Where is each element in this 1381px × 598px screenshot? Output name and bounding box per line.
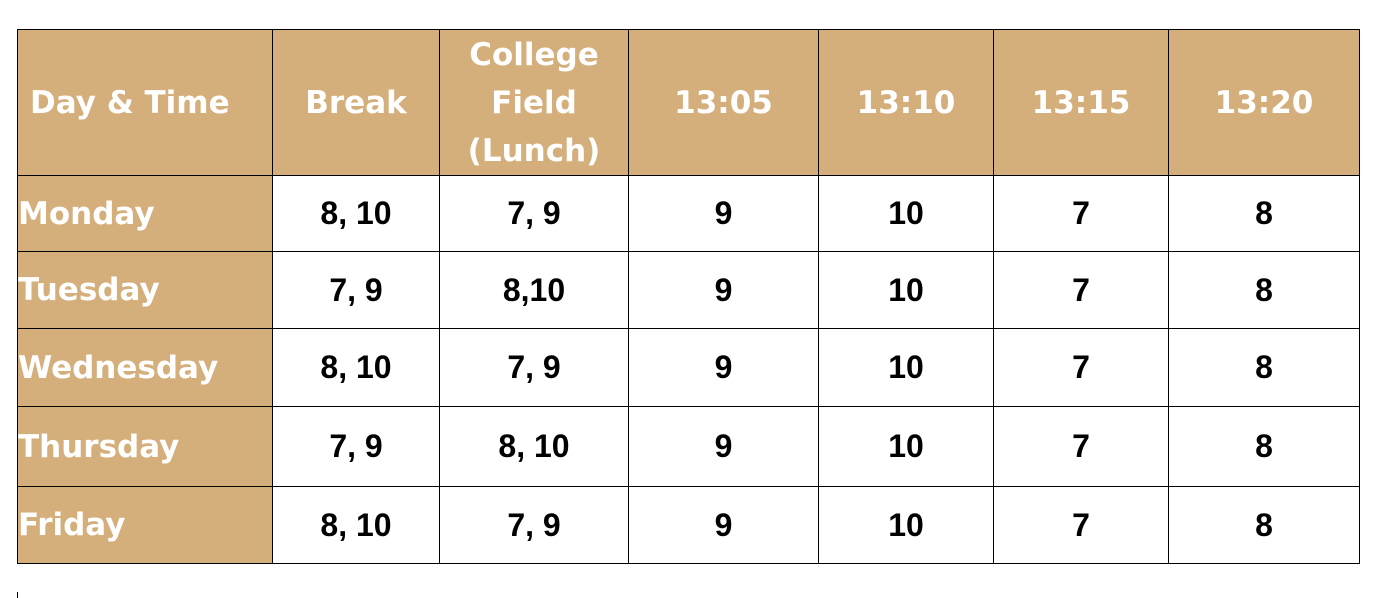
header-1310-label: 13:10 [856, 84, 956, 121]
table-cell: 7 [993, 251, 1169, 329]
table-row-tuesday: Tuesday 7, 9 8,10 9 10 7 8 [17, 251, 1360, 329]
table-cell: 7, 9 [272, 406, 440, 487]
table-cell: 10 [818, 486, 994, 564]
header-college-field-line1: College [469, 36, 599, 73]
table-cell: 10 [818, 251, 994, 329]
header-1315: 13:15 [993, 29, 1169, 176]
table-cell: 8,10 [439, 251, 629, 329]
header-1315-label: 13:15 [1031, 84, 1131, 121]
header-day-time: Day & Time [17, 29, 273, 176]
table-cell: 7 [993, 406, 1169, 487]
table-row-thursday: Thursday 7, 9 8, 10 9 10 7 8 [17, 406, 1360, 487]
header-1310: 13:10 [818, 29, 994, 176]
table-cell: 9 [628, 251, 819, 329]
table-row-wednesday: Wednesday 8, 10 7, 9 9 10 7 8 [17, 328, 1360, 407]
header-row: Day & Time Break College Field (Lunch) 1… [17, 29, 1360, 176]
table-cell: 8, 10 [272, 175, 440, 252]
header-college-field-line2: Field [491, 84, 577, 121]
table-cell: 8 [1168, 251, 1360, 329]
day-cell: Friday [17, 486, 273, 564]
table-cell: 10 [818, 406, 994, 487]
table-cell: 8, 10 [439, 406, 629, 487]
day-cell: Tuesday [17, 251, 273, 329]
table-cell: 9 [628, 406, 819, 487]
table-cell: 9 [628, 486, 819, 564]
header-1320-label: 13:20 [1214, 84, 1314, 121]
header-day-time-label: Day & Time [30, 84, 230, 121]
table-cell: 7 [993, 486, 1169, 564]
day-cell: Monday [17, 175, 273, 252]
table-cell: 8, 10 [272, 486, 440, 564]
table-cell: 7, 9 [439, 175, 629, 252]
table-cell: 7, 9 [272, 251, 440, 329]
table-cell: 7, 9 [439, 486, 629, 564]
table-row-friday: Friday 8, 10 7, 9 9 10 7 8 [17, 486, 1360, 564]
header-1320: 13:20 [1168, 29, 1360, 176]
page-margin-mark [17, 592, 18, 598]
table-cell: 8 [1168, 328, 1360, 407]
header-break-label: Break [305, 84, 407, 121]
table-row-monday: Monday 8, 10 7, 9 9 10 7 8 [17, 175, 1360, 252]
header-break: Break [272, 29, 440, 176]
schedule-table: Day & Time Break College Field (Lunch) 1… [17, 29, 1360, 564]
table-cell: 10 [818, 328, 994, 407]
table-cell: 8 [1168, 175, 1360, 252]
day-cell: Thursday [17, 406, 273, 487]
header-college-field: College Field (Lunch) [439, 29, 629, 176]
table-cell: 8, 10 [272, 328, 440, 407]
header-college-field-line3: (Lunch) [467, 132, 601, 169]
table-cell: 8 [1168, 486, 1360, 564]
day-cell: Wednesday [17, 328, 273, 407]
table-cell: 9 [628, 328, 819, 407]
table-cell: 10 [818, 175, 994, 252]
table-cell: 8 [1168, 406, 1360, 487]
table-cell: 7 [993, 175, 1169, 252]
table-cell: 7, 9 [439, 328, 629, 407]
table-cell: 7 [993, 328, 1169, 407]
header-1305: 13:05 [628, 29, 819, 176]
table-cell: 9 [628, 175, 819, 252]
header-1305-label: 13:05 [674, 84, 773, 121]
